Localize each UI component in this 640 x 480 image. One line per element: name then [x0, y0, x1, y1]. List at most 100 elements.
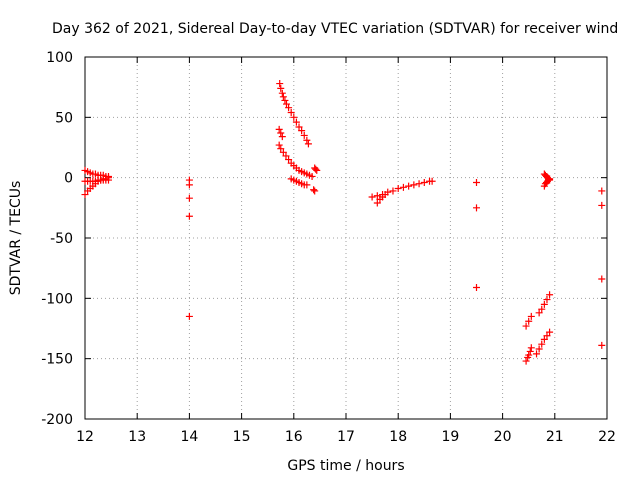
data-point [405, 182, 413, 190]
y-axis-label: SDTVAR / TECUs [8, 181, 24, 296]
series-arc-15.75h-upper [276, 80, 312, 148]
data-point [389, 187, 397, 195]
series-arc-15.75h-lower [275, 141, 316, 180]
data-point [185, 194, 193, 202]
data-point [279, 148, 287, 156]
data-point [313, 166, 321, 174]
grid [85, 57, 607, 419]
data-point [185, 312, 193, 320]
data-point [300, 131, 308, 139]
series-arc-20.4h-lower [522, 344, 535, 365]
x-tick-label: 20 [494, 429, 512, 445]
data-point [275, 141, 283, 149]
data-point [538, 340, 546, 348]
data-point [533, 350, 541, 358]
data-point [279, 93, 287, 101]
x-tick-label: 14 [180, 429, 198, 445]
x-tick-label: 22 [598, 429, 616, 445]
data-point [278, 89, 286, 97]
data-point [310, 186, 318, 194]
series-arc-16h-flat [287, 175, 311, 189]
data-point [276, 80, 284, 88]
y-tick-label: -50 [50, 231, 73, 247]
y-tick-label: -100 [41, 291, 73, 307]
chart-title: Day 362 of 2021, Sidereal Day-to-day VTE… [52, 21, 618, 37]
x-tick-label: 15 [233, 429, 251, 445]
data-point [290, 113, 298, 121]
data-point [373, 199, 381, 207]
x-tick-label: 19 [441, 429, 459, 445]
x-axis-label: GPS time / hours [287, 458, 404, 474]
data-point [285, 156, 293, 164]
data-point [473, 178, 480, 186]
data-point [538, 305, 546, 313]
series-isolated-21.9h [598, 187, 606, 349]
y-tick-label: -200 [41, 412, 73, 428]
data-point [428, 177, 436, 185]
data-point [546, 291, 554, 299]
data-point [546, 328, 554, 336]
series-arc-15.75h-mid [275, 125, 286, 141]
data-point [415, 180, 423, 188]
data-point [525, 317, 533, 325]
data-point [410, 181, 418, 189]
data-point [278, 133, 286, 141]
data-point [598, 201, 606, 209]
data-point [535, 309, 543, 317]
data-point [543, 332, 551, 340]
y-tick-label: 0 [64, 171, 73, 187]
data-point [543, 296, 551, 304]
x-tick-label: 16 [285, 429, 303, 445]
data-point [282, 100, 290, 108]
data-point [185, 181, 193, 189]
series-arc-20.7h-lower [533, 328, 554, 358]
data-point [527, 312, 535, 320]
data-point [185, 212, 193, 220]
data-point [373, 192, 381, 200]
series-isolated-19.5h [473, 178, 480, 291]
series-arc-17.5h [368, 177, 436, 201]
data-point [285, 104, 293, 112]
series-arc-20.4h-upper [522, 312, 535, 330]
data-point [420, 178, 428, 186]
data-point [292, 118, 300, 126]
series-arc-20.7h-upper [535, 291, 554, 317]
data-point [473, 204, 480, 212]
data-point [104, 176, 112, 184]
data-point [368, 193, 376, 201]
data-point [304, 140, 312, 148]
series-arc-20.8h-top [540, 170, 554, 190]
data-point [275, 125, 283, 133]
data-points [81, 80, 606, 365]
data-point [522, 357, 530, 365]
series-arc-16.4h [310, 164, 321, 195]
data-point [598, 341, 606, 349]
data-point [535, 345, 543, 353]
data-point [295, 123, 303, 131]
data-point [287, 109, 295, 117]
data-point [281, 96, 289, 104]
data-point [526, 347, 534, 355]
data-point [527, 344, 535, 352]
data-point [311, 187, 319, 195]
series-isolated-14h [185, 176, 193, 320]
data-point [522, 322, 530, 330]
data-point [282, 152, 290, 160]
x-tick-label: 13 [128, 429, 146, 445]
data-point [381, 191, 389, 199]
x-tick-label: 18 [389, 429, 407, 445]
y-tick-label: 100 [46, 50, 73, 66]
data-point [277, 129, 285, 137]
data-point [394, 185, 402, 193]
data-point [277, 84, 285, 92]
axis-ticks: 12 13 14 15 16 17 18 19 20 21 22 100 50 0 -50 -100 -150 -… [41, 50, 616, 445]
data-point [540, 300, 548, 308]
data-point [546, 176, 554, 184]
data-point [277, 145, 285, 153]
y-tick-label: -150 [41, 352, 73, 368]
data-point [303, 136, 311, 144]
x-tick-label: 17 [337, 429, 355, 445]
plot-frame [84, 56, 608, 420]
x-tick-label: 21 [546, 429, 564, 445]
